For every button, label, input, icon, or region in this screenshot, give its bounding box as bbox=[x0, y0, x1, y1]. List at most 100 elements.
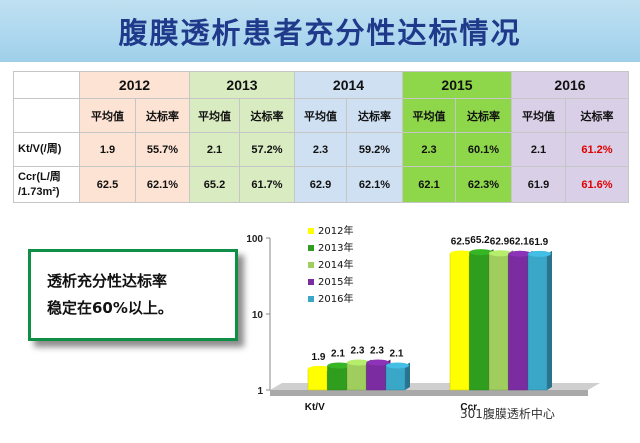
bar bbox=[346, 362, 367, 391]
subheader-mean: 平均值 bbox=[189, 98, 240, 133]
data-label: 61.9 bbox=[529, 237, 549, 248]
data-label: 2.3 bbox=[351, 346, 365, 357]
bar bbox=[469, 251, 489, 391]
subheader-mean: 平均值 bbox=[402, 98, 456, 133]
legend-swatch bbox=[308, 228, 314, 234]
callout-line1: 透析充分性达标率 bbox=[47, 272, 168, 290]
bar bbox=[508, 253, 528, 391]
table-cell: 62.1 bbox=[402, 166, 456, 203]
table-cell: 61.9 bbox=[511, 166, 566, 203]
bar-top bbox=[347, 359, 370, 366]
table-cell: 62.5 bbox=[79, 166, 136, 203]
row-label: Ccr(L/周 /1.73m²) bbox=[13, 166, 80, 203]
year-header: 2014 bbox=[294, 71, 403, 99]
subheader-rate: 达标率 bbox=[455, 98, 512, 133]
bar-side bbox=[547, 250, 552, 390]
data-label: 65.2 bbox=[470, 235, 490, 246]
table-cell: 2.1 bbox=[511, 132, 566, 167]
bar bbox=[366, 362, 386, 391]
slide-title: 腹膜透析患者充分性达标情况 bbox=[118, 16, 522, 50]
bar-top bbox=[528, 250, 551, 257]
data-label: 62.5 bbox=[451, 237, 471, 248]
data-label: 1.9 bbox=[312, 352, 326, 363]
row-label-line1: Ccr(L/周 bbox=[18, 170, 61, 183]
bar-chart: 1 10 100 1.9 2.1 2.3 2.3 2.1 Kt/V 62.5 65.2 62.9 62.… bbox=[246, 224, 600, 413]
subheader-row: 平均值 达标率 平均值 达标率 平均值 达标率 平均值 达标率 平均值 达标率 bbox=[13, 98, 629, 133]
summary-callout: 透析充分性达标率 稳定在60%以上。 bbox=[28, 249, 238, 341]
watermark: 301腹膜透析中心 bbox=[460, 407, 555, 421]
bar-top bbox=[386, 362, 409, 369]
table-cell: 59.2% bbox=[346, 132, 403, 167]
bar-top bbox=[508, 250, 532, 257]
legend-swatch bbox=[308, 279, 314, 285]
table-cell-highlight: 61.6% bbox=[565, 166, 629, 203]
table-cell: 57.2% bbox=[239, 132, 295, 167]
year-header: 2015 bbox=[402, 71, 512, 99]
legend-label: 2015年 bbox=[318, 275, 353, 288]
table-cell: 62.9 bbox=[294, 166, 347, 203]
table-cell-highlight: 61.2% bbox=[565, 132, 629, 167]
year-header: 2016 bbox=[511, 71, 629, 99]
subheader-rate: 达标率 bbox=[346, 98, 403, 133]
bar-side bbox=[405, 362, 410, 390]
legend-swatch bbox=[308, 296, 314, 302]
stats-table: 2012 2013 2014 2015 2016 平均值 达标率 平均值 达标率… bbox=[13, 71, 629, 203]
table-cell: 62.1% bbox=[135, 166, 190, 203]
bar-top bbox=[366, 359, 390, 366]
legend-label: 2013年 bbox=[318, 241, 353, 254]
table-row-ccr: Ccr(L/周 /1.73m²) 62.5 62.1% 65.2 61.7% 6… bbox=[13, 166, 629, 203]
subheader-rate: 达标率 bbox=[565, 98, 629, 133]
y-tick-label: 1 bbox=[257, 386, 263, 397]
table-cell: 2.3 bbox=[294, 132, 347, 167]
table-cell: 1.9 bbox=[79, 132, 136, 167]
table-cell: 55.7% bbox=[135, 132, 190, 167]
bar-top bbox=[327, 362, 351, 369]
x-category-label: Kt/V bbox=[305, 402, 325, 413]
subheader-mean: 平均值 bbox=[511, 98, 566, 133]
table-cell: 62.1% bbox=[346, 166, 403, 203]
row-label-line1: Kt/V(/周) bbox=[18, 143, 62, 155]
bar-top bbox=[308, 365, 331, 372]
legend-swatch bbox=[308, 262, 314, 268]
bar bbox=[385, 365, 406, 391]
x-category-label: Ccr bbox=[460, 402, 477, 413]
corner-cell bbox=[13, 71, 80, 99]
legend-swatch bbox=[308, 245, 314, 251]
data-label: 62.9 bbox=[490, 236, 510, 247]
table-cell: 65.2 bbox=[189, 166, 240, 203]
bar-top bbox=[450, 250, 473, 257]
year-header-row: 2012 2013 2014 2015 2016 bbox=[13, 71, 629, 99]
table-cell: 2.3 bbox=[402, 132, 456, 167]
year-header: 2012 bbox=[79, 71, 190, 99]
bar-top bbox=[469, 249, 493, 256]
subheader-mean: 平均值 bbox=[294, 98, 347, 133]
chart-floor-edge bbox=[270, 390, 588, 396]
row-label-line2: /1.73m²) bbox=[18, 185, 60, 198]
table-cell: 61.7% bbox=[239, 166, 295, 203]
subheader-mean: 平均值 bbox=[79, 98, 136, 133]
bar bbox=[488, 253, 509, 391]
subheader-rate: 达标率 bbox=[135, 98, 190, 133]
table-cell: 62.3% bbox=[455, 166, 512, 203]
y-tick-label: 10 bbox=[252, 310, 264, 321]
y-tick-label: 100 bbox=[246, 234, 263, 245]
table-cell: 2.1 bbox=[189, 132, 240, 167]
table-row-ktv: Kt/V(/周) 1.9 55.7% 2.1 57.2% 2.3 59.2% 2… bbox=[13, 132, 629, 167]
legend-label: 2016年 bbox=[318, 292, 353, 305]
data-label: 2.1 bbox=[390, 349, 404, 360]
bar bbox=[449, 253, 470, 391]
row-label: Kt/V(/周) bbox=[13, 132, 80, 167]
legend-label: 2012年 bbox=[318, 224, 353, 237]
bar bbox=[527, 253, 548, 391]
subheader-rate: 达标率 bbox=[239, 98, 295, 133]
title-band: 腹膜透析患者充分性达标情况 bbox=[0, 0, 640, 62]
callout-line2: 稳定在60%以上。 bbox=[47, 299, 173, 317]
bar bbox=[307, 368, 328, 391]
data-label: 62.1 bbox=[509, 237, 529, 248]
bar bbox=[327, 365, 347, 391]
table-cell: 60.1% bbox=[455, 132, 512, 167]
bar-top bbox=[489, 250, 512, 257]
data-label: 2.1 bbox=[331, 349, 345, 360]
corner-cell bbox=[13, 98, 80, 133]
data-label: 2.3 bbox=[370, 346, 384, 357]
